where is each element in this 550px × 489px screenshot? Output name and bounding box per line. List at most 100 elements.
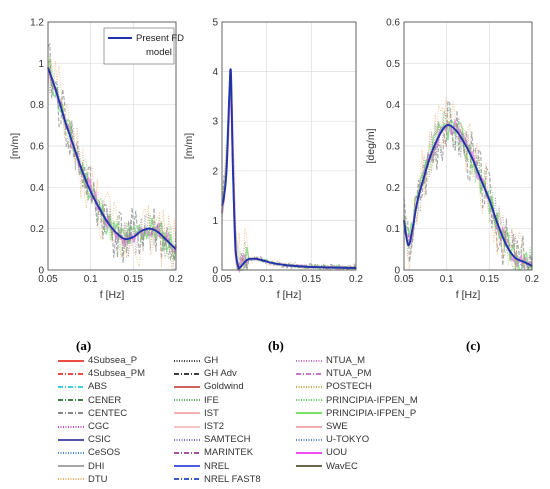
y-axis-label: [m/m] [9,133,21,159]
x-tick-label: 0.2 [349,274,363,285]
x-tick-label: 0.05 [394,274,414,285]
comparison-code-trace [221,77,357,271]
legend-item: CENER [58,394,145,407]
legend-item-label: ABS [88,381,108,393]
legend-item-label: CeSOS [88,447,121,459]
legend-swatch [174,386,200,388]
legend-item-label: Goldwind [204,381,244,393]
y-tick-label: 0.1 [386,224,400,235]
series-line-present-fd-model [403,124,533,267]
legend-item-label: GH Adv [204,368,237,380]
legend-item: NTUA_PM [296,367,418,380]
y-tick-label: 5 [212,18,218,29]
legend-item-label: DHI [88,460,105,472]
legend-swatch [58,452,84,454]
y-tick-label: 3 [212,117,218,128]
legend-item: POSTECH [296,380,418,393]
comparison-code-trace [47,56,177,271]
legend-item-label: CENER [88,394,122,406]
y-tick-label: 4 [212,67,218,78]
legend-item: 4Subsea_PM [58,367,145,380]
legend-item: PRINCIPIA-IFPEN_M [296,394,418,407]
comparison-code-trace [221,91,356,271]
legend-item: DHI [58,460,145,473]
legend-column-3: NTUA_M NTUA_PM POSTECH PRINCIPIA-IFPEN_M PRI… [296,354,418,473]
x-tick-label: 0.05 [38,274,58,285]
legend-item-label: CSIC [88,434,111,446]
legend-item-label: MARINTEK [204,447,254,459]
comparison-code-trace [220,89,357,274]
legend-item-label: SWE [326,421,348,433]
legend-item-label: CENTEC [88,407,128,419]
legend-item-label: U-TOKYO [326,434,370,446]
legend-item-label: NREL FAST8 [204,473,261,485]
legend-item: PRINCIPIA-IFPEN_P [296,407,418,420]
legend-swatch [58,399,84,402]
y-tick-label: 0.4 [386,100,400,111]
y-tick-label: 0.8 [30,100,44,111]
legend-item: GH [174,354,261,367]
legend-swatch [174,412,200,415]
legend-item-label: POSTECH [326,381,372,393]
legend-item: IST2 [174,420,261,433]
legend-item-label: UOU [326,447,348,459]
comparison-code-trace [403,108,533,271]
legend-column-1: 4Subsea_P 4Subsea_PM ABS CENER CENTEC CGC CSIC… [58,354,145,486]
y-tick-label: 0.6 [386,18,400,29]
plot-panel-3: 0.05 0.1 0.15 0.2 0 0.1 0.2 0.3 0.4 0.5 0.6 f [Hz] [… [365,18,539,302]
chart-area: 0.05 0.1 0.15 0.200.20.40.60.811.2f [Hz][m/… [9,18,539,302]
legend-item: SWE [296,420,418,433]
comparison-code-trace [403,96,532,271]
legend-item-label: NTUA_M [326,355,366,367]
legend-swatch [296,386,322,388]
legend-item: NREL FAST8 [174,473,261,486]
legend-item: GH Adv [174,367,261,380]
legend-swatch [174,425,200,428]
x-tick-label: 0.15 [124,274,144,285]
legend-item-label: 4Subsea_P [88,355,138,367]
comparison-code-trace [47,42,177,263]
y-axis-label: [deg/m] [365,128,377,163]
legend-swatch [296,452,322,454]
legend-item-label: CGC [88,421,110,433]
y-tick-label: 2 [212,166,218,177]
plot-panel-2: 0.05 0.1 0.15 0.2 0 1 2 3 4 5 f [Hz] [m/m] [183,18,363,302]
y-tick-label: 0.2 [30,224,44,235]
legend-item: 4Subsea_P [58,354,145,367]
inplot-legend-label: Present FD [136,33,184,44]
y-tick-label: 0.5 [386,59,400,70]
y-tick-label: 1 [212,216,218,227]
bottom-legend: 4Subsea_P 4Subsea_PM ABS CENER CENTEC CGC CSIC… [58,354,498,486]
legend-item: IFE [174,394,261,407]
legend-swatch [296,465,322,467]
legend-item-label: NREL [204,460,230,472]
legend-swatch [58,465,84,467]
y-tick-label: 0.2 [386,183,400,194]
panel-label-b: (b) [268,338,284,353]
x-tick-label: 0.1 [260,274,274,285]
comparison-code-trace [403,119,533,271]
legend-item: CENTEC [58,407,145,420]
y-tick-label: 1 [38,59,44,70]
x-tick-label: 0.2 [525,274,539,285]
legend-swatch [296,399,322,402]
panel-label-a: (a) [76,338,92,353]
axes-frame [221,21,357,271]
x-tick-label: 0.05 [212,274,232,285]
legend-swatch [58,372,84,375]
legend-swatch [174,438,200,441]
legend-item: IST [174,407,261,420]
y-tick-label: 0 [394,266,400,277]
legend-item-label: GH [204,355,219,367]
y-tick-label: 0.3 [386,142,400,153]
legend-item-label: IST2 [204,421,225,433]
legend-swatch [174,372,200,375]
legend-swatch [58,425,84,428]
legend-swatch [58,438,84,441]
comparison-code-trace [403,99,533,271]
legend-swatch [174,478,200,481]
legend-swatch [58,386,84,388]
axes-frame [403,21,533,271]
series-line-present-fd-model [221,68,357,270]
comparison-code-trace [221,67,357,271]
